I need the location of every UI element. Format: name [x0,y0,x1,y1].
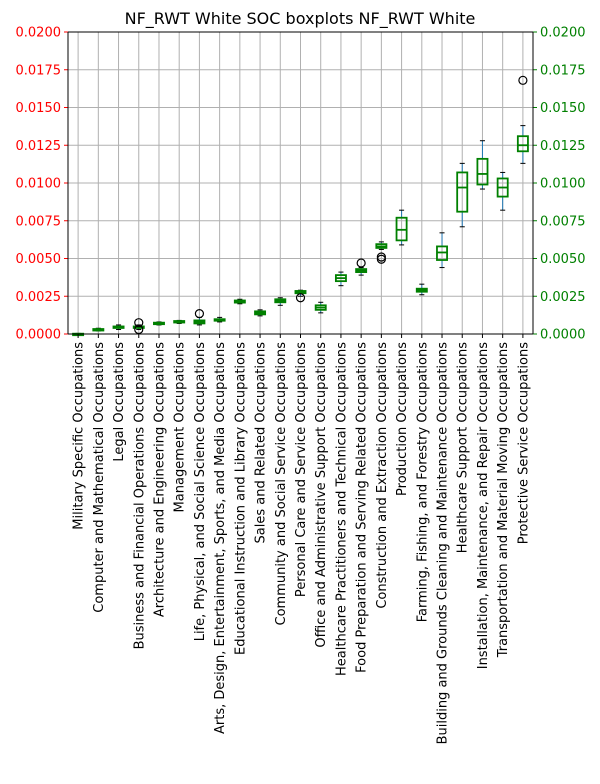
box-body [476,157,489,186]
chart-title: NF_RWT White SOC boxplots NF_RWT White [125,9,476,29]
box-11 [274,297,287,306]
x-tick-label: Office and Administrative Support Occupa… [314,342,329,648]
grid [68,31,533,335]
box-16 [375,241,388,264]
box-10 [254,309,267,317]
left-tick-label: 0.0175 [16,63,62,78]
x-tick-label: Healthcare Practitioners and Technical O… [334,342,349,676]
box-9 [233,298,246,305]
x-tick-label: Protective Service Occupations [516,342,531,544]
box-20 [456,162,469,228]
right-tick-label: 0.0175 [540,63,586,78]
left-tick-label: 0.0050 [16,252,62,267]
box-3 [112,324,125,330]
box-body [516,135,529,153]
box-body [456,171,469,213]
right-tick-label: 0.0100 [540,177,586,192]
right-y-axis: 0.0000 0.0025 0.0050 0.0075 0.0100 0.0125 0.01… [532,26,586,343]
outlier-point [194,309,205,319]
x-tick-label: Installation, Maintenance, and Repair Oc… [476,342,491,669]
outlier-point [134,318,144,328]
x-tick-label: Management Occupations [173,342,188,513]
left-y-axis: 0.0000 0.0025 0.0050 0.0075 0.0100 0.0125 0.01… [16,26,69,343]
x-tick-label: Arts, Design, Entertainment, Sports, and… [213,342,228,734]
right-tick-label: 0.0025 [540,290,586,305]
x-tick-label: Educational Instruction and Library Occu… [233,342,248,655]
right-tick-label: 0.0050 [540,252,586,267]
box-5 [153,321,165,326]
box-23 [516,75,529,164]
x-tick-label: Community and Social Service Occupations [274,342,289,626]
left-tick-label: 0.0200 [16,26,62,41]
left-tick-label: 0.0075 [16,214,62,229]
x-axis: Military Specific Occupations Computer an… [72,334,531,745]
right-tick-label: 0.0200 [540,26,586,41]
x-tick-label: Personal Care and Service Occupations [294,342,309,597]
outlier-point [518,75,528,85]
box-7 [193,309,206,326]
x-tick-label: Legal Occupations [112,342,127,462]
box-2 [92,327,105,332]
right-tick-label: 0.0150 [540,101,586,116]
left-tick-label: 0.0150 [16,101,62,116]
box-12 [294,289,307,303]
box-8 [213,316,226,323]
box-22 [496,171,509,211]
right-tick-label: 0.0125 [540,139,586,154]
box-15 [355,258,368,276]
outlier-point [356,258,366,268]
outlier-point [295,293,306,303]
right-tick-label: 0.0075 [540,214,586,229]
left-tick-label: 0.0125 [16,139,62,154]
x-tick-label: Food Preparation and Serving Related Occ… [355,342,370,673]
x-tick-label: Military Specific Occupations [72,342,87,530]
x-tick-label: Transportation and Material Moving Occup… [496,342,511,659]
box-18 [415,283,428,296]
box-13 [314,301,327,314]
box-6 [173,319,186,324]
right-tick-label: 0.0000 [540,328,586,343]
box-19 [436,232,448,269]
outlier-point [376,254,386,264]
boxes [72,75,529,337]
x-tick-label: Life, Physical, and Social Science Occup… [193,342,208,642]
x-tick-label: Sales and Related Occupations [254,342,269,544]
box-21 [476,140,489,190]
x-tick-label: Farming, Fishing, and Forestry Occupatio… [415,342,430,622]
x-tick-label: Architecture and Engineering Occupations [152,342,167,617]
x-tick-label: Business and Financial Operations Occupa… [132,342,147,650]
x-tick-label: Healthcare Support Occupations [456,342,471,553]
box-4 [132,318,145,335]
left-tick-label: 0.0025 [16,290,62,305]
x-tick-label: Computer and Mathematical Occupations [92,342,107,613]
box-17 [395,209,408,246]
x-tick-label: Production Occupations [395,342,410,496]
x-tick-label: Construction and Extraction Occupations [375,342,390,609]
x-tick-label: Building and Grounds Cleaning and Mainte… [436,342,451,745]
left-tick-label: 0.0100 [16,177,62,192]
left-tick-label: 0.0000 [16,328,62,343]
box-14 [334,271,347,287]
outlier-point [134,324,144,335]
